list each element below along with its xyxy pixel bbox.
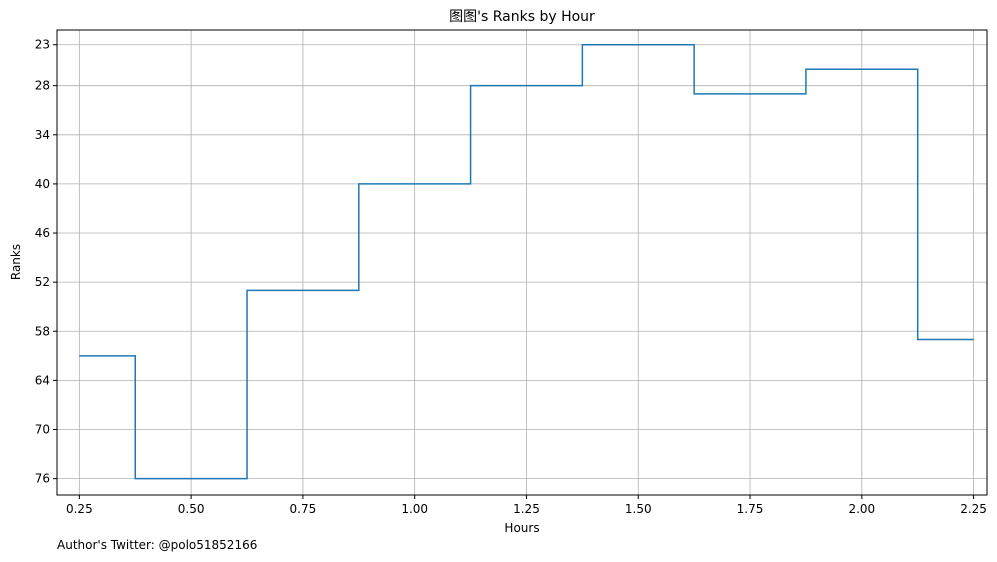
y-tick-label: 52 — [35, 275, 50, 289]
x-axis-ticks: 0.25 0.50 0.75 1.00 1.25 1.50 1.75 2.00 2.25 — [66, 495, 987, 516]
x-tick-label: 1.50 — [625, 502, 652, 516]
series-layer — [79, 43, 974, 480]
x-tick-label: 1.75 — [737, 502, 764, 516]
x-tick-label: 2.00 — [848, 502, 875, 516]
x-tick-label: 0.75 — [290, 502, 317, 516]
x-axis-label: Hours — [504, 521, 539, 535]
plot-frame — [56, 29, 988, 496]
grid — [57, 30, 987, 495]
rank-series-line — [79, 43, 974, 480]
y-tick-label: 70 — [35, 423, 50, 437]
chart-title: 图图's Ranks by Hour — [449, 9, 595, 25]
x-tick-label: 0.50 — [178, 502, 205, 516]
y-tick-label: 46 — [35, 226, 50, 240]
y-tick-label: 23 — [35, 38, 50, 52]
x-tick-label: 1.25 — [513, 502, 540, 516]
x-tick-label: 1.00 — [401, 502, 428, 516]
y-axis-label: Ranks — [9, 244, 23, 280]
y-tick-label: 28 — [35, 79, 50, 93]
y-tick-label: 34 — [35, 128, 50, 142]
author-credit: Author's Twitter: @polo51852166 — [57, 538, 258, 552]
y-tick-label: 64 — [35, 373, 50, 387]
x-tick-label: 0.25 — [66, 502, 93, 516]
y-tick-label: 76 — [35, 472, 50, 486]
y-axis-ticks: 23 28 34 40 46 52 58 64 70 76 — [35, 38, 57, 486]
y-tick-label: 58 — [35, 324, 50, 338]
y-tick-label: 40 — [35, 177, 50, 191]
x-tick-label: 2.25 — [960, 502, 987, 516]
plot-background — [57, 30, 987, 495]
